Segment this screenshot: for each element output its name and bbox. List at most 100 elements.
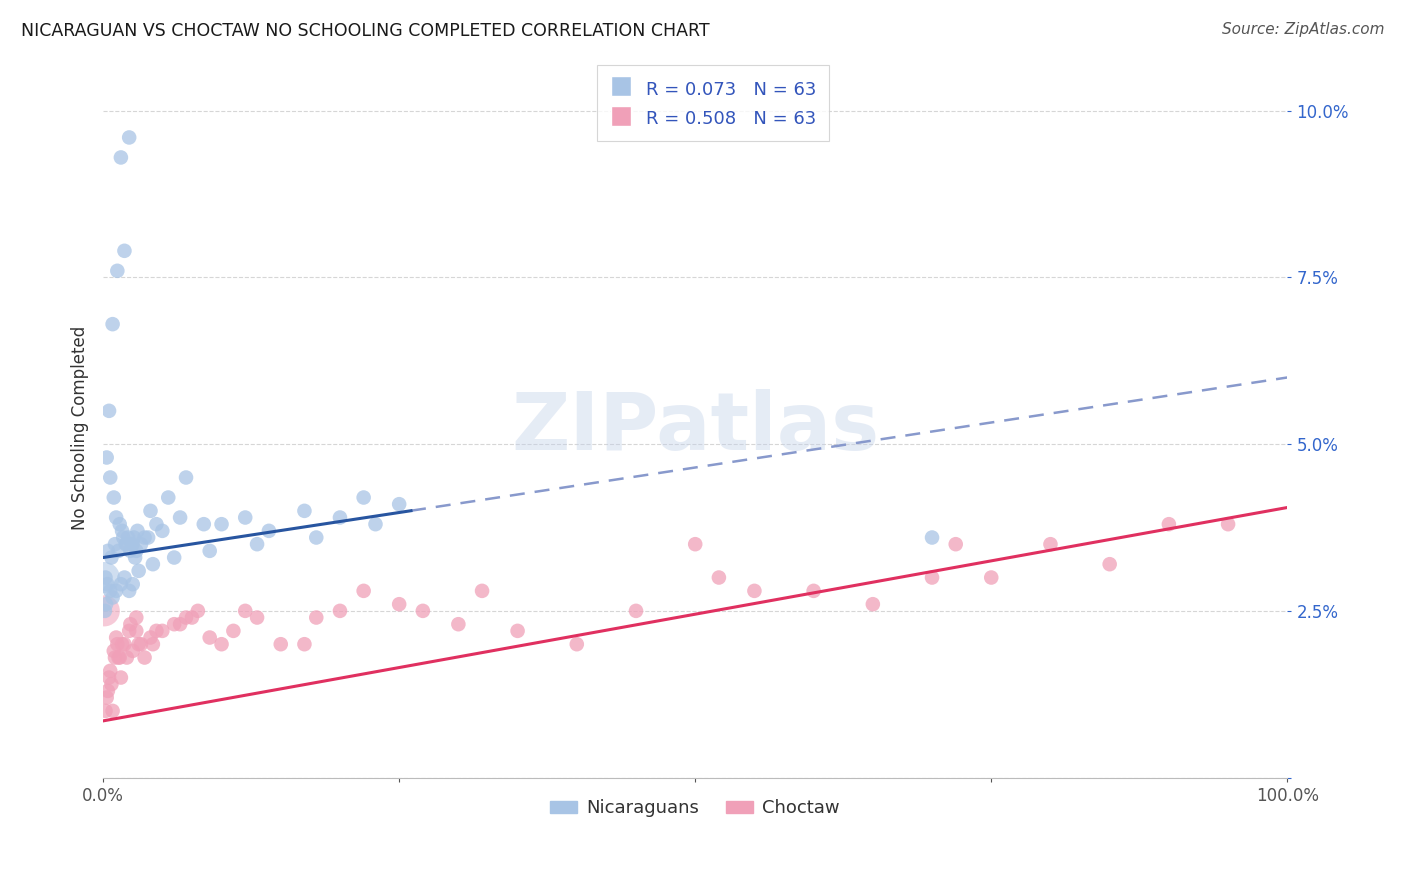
Point <box>211 637 233 651</box>
Point <box>118 583 141 598</box>
Point <box>353 583 375 598</box>
Point <box>447 617 470 632</box>
Point <box>100 677 122 691</box>
Point <box>127 524 149 538</box>
Point <box>114 537 136 551</box>
Point <box>624 604 647 618</box>
Point <box>114 570 136 584</box>
Point <box>139 631 162 645</box>
Point <box>105 510 128 524</box>
Point <box>169 617 191 632</box>
Point <box>145 624 167 638</box>
Point <box>97 544 120 558</box>
Point <box>125 624 148 638</box>
Point <box>921 570 943 584</box>
Point <box>157 491 180 505</box>
Point <box>115 650 138 665</box>
Point <box>105 264 128 278</box>
Point <box>353 491 375 505</box>
Point <box>174 610 197 624</box>
Point <box>329 510 352 524</box>
Point <box>134 650 156 665</box>
Point <box>139 504 162 518</box>
Point <box>142 637 165 651</box>
Point <box>150 624 173 638</box>
Point <box>117 531 139 545</box>
Point <box>111 637 134 651</box>
Point <box>110 671 132 685</box>
Point <box>103 491 125 505</box>
Point <box>270 637 292 651</box>
Point <box>111 524 134 538</box>
Point <box>120 544 142 558</box>
Point <box>744 583 766 598</box>
Point <box>94 604 117 618</box>
Point <box>412 604 434 618</box>
Point <box>174 470 197 484</box>
Point <box>136 531 159 545</box>
Point <box>110 151 132 165</box>
Point <box>294 637 316 651</box>
Point <box>305 531 328 545</box>
Point <box>121 537 143 551</box>
Point <box>246 537 269 551</box>
Point <box>93 604 115 618</box>
Point <box>945 537 967 551</box>
Point <box>707 570 730 584</box>
Point <box>114 244 136 258</box>
Point <box>129 537 152 551</box>
Point <box>163 617 186 632</box>
Point <box>163 550 186 565</box>
Point <box>104 537 127 551</box>
Point <box>128 637 150 651</box>
Point <box>257 524 280 538</box>
Point <box>118 130 141 145</box>
Point <box>803 583 825 598</box>
Point <box>112 531 135 545</box>
Point <box>980 570 1002 584</box>
Point <box>506 624 529 638</box>
Point <box>125 544 148 558</box>
Point <box>305 610 328 624</box>
Point <box>98 671 121 685</box>
Point <box>97 684 120 698</box>
Point <box>120 617 142 632</box>
Point <box>100 550 122 565</box>
Point <box>124 550 146 565</box>
Point <box>98 470 121 484</box>
Point <box>233 604 256 618</box>
Legend: Nicaraguans, Choctaw: Nicaraguans, Choctaw <box>543 792 848 824</box>
Point <box>101 704 124 718</box>
Point <box>110 577 132 591</box>
Point <box>94 704 117 718</box>
Text: Source: ZipAtlas.com: Source: ZipAtlas.com <box>1222 22 1385 37</box>
Point <box>222 624 245 638</box>
Point <box>128 564 150 578</box>
Point <box>233 510 256 524</box>
Point <box>150 524 173 538</box>
Point <box>198 631 221 645</box>
Point <box>105 637 128 651</box>
Point <box>108 650 131 665</box>
Point <box>683 537 706 551</box>
Point <box>246 610 269 624</box>
Point <box>181 610 204 624</box>
Point <box>98 404 121 418</box>
Point <box>169 510 191 524</box>
Point <box>198 544 221 558</box>
Text: ZIPatlas: ZIPatlas <box>512 389 879 467</box>
Point <box>129 637 152 651</box>
Point <box>105 583 128 598</box>
Point <box>145 517 167 532</box>
Point <box>125 610 148 624</box>
Point <box>94 570 117 584</box>
Text: NICARAGUAN VS CHOCTAW NO SCHOOLING COMPLETED CORRELATION CHART: NICARAGUAN VS CHOCTAW NO SCHOOLING COMPL… <box>21 22 710 40</box>
Point <box>96 450 118 465</box>
Point <box>471 583 494 598</box>
Point <box>98 664 121 678</box>
Point <box>121 577 143 591</box>
Point <box>121 537 143 551</box>
Point <box>96 690 118 705</box>
Point <box>114 637 136 651</box>
Point <box>921 531 943 545</box>
